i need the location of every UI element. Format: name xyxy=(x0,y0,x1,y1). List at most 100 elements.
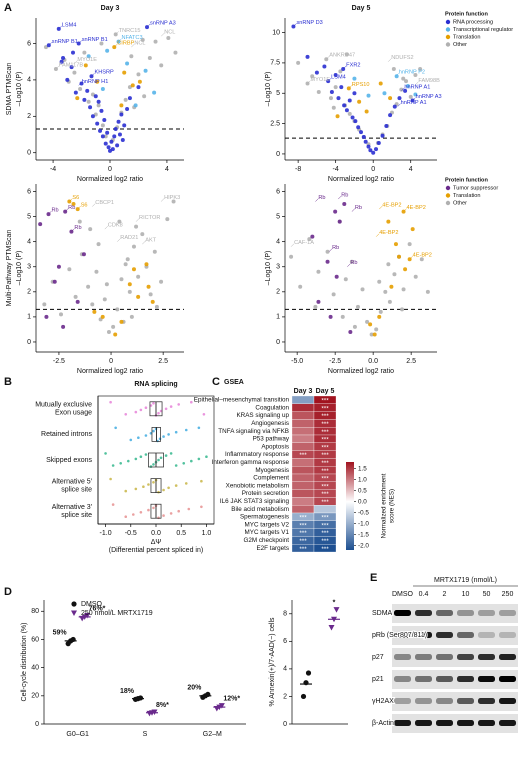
point xyxy=(174,464,178,467)
cell-label: *** xyxy=(321,421,329,428)
point xyxy=(106,329,111,334)
annotation: KHSRP xyxy=(95,70,115,76)
x-tick-label: 0.0 xyxy=(368,358,378,365)
annotation-leader xyxy=(412,97,416,101)
point xyxy=(197,426,201,430)
point xyxy=(408,94,413,99)
legend-label: Translation xyxy=(453,34,480,40)
row-label: Xenobiotic metabolism xyxy=(226,482,289,489)
point xyxy=(125,61,130,66)
band xyxy=(499,676,516,682)
point xyxy=(383,289,388,294)
point xyxy=(393,242,398,247)
point xyxy=(134,410,138,414)
lane-label: 10 xyxy=(462,591,470,598)
point xyxy=(366,93,371,98)
point xyxy=(331,616,337,623)
chart-title: MRTX1719 (nmol/L) xyxy=(434,577,497,584)
y-tick-label: 6 xyxy=(276,188,280,195)
x-tick-label: 0 xyxy=(108,166,112,173)
point xyxy=(116,119,121,124)
band xyxy=(415,676,432,682)
point xyxy=(136,72,141,77)
point xyxy=(42,302,47,307)
point xyxy=(418,66,423,71)
point xyxy=(100,314,105,319)
y-tick-label: 0 xyxy=(283,721,287,728)
cell-label: *** xyxy=(321,538,329,545)
point xyxy=(124,413,128,416)
band xyxy=(499,654,516,660)
point xyxy=(84,613,91,619)
band xyxy=(478,610,495,616)
band xyxy=(394,698,411,704)
y-tick-label: 4 xyxy=(27,77,31,84)
point xyxy=(77,219,82,224)
band xyxy=(436,654,453,660)
point xyxy=(338,69,343,74)
cell-label: *** xyxy=(321,437,329,444)
significance: * xyxy=(333,599,336,606)
point xyxy=(109,400,112,404)
point xyxy=(401,76,406,81)
point xyxy=(347,98,352,103)
blot-strip xyxy=(392,692,518,711)
heat-cell xyxy=(291,489,315,498)
annotation-leader xyxy=(78,82,82,86)
annotation-leader xyxy=(160,198,165,202)
annotation: 4E-BP2 xyxy=(382,203,401,209)
x-tick-label: 2.5 xyxy=(406,358,416,365)
point xyxy=(350,115,355,120)
colorbar-tick-label: 1.5 xyxy=(358,465,367,472)
y-tick-label: 1 xyxy=(27,314,31,321)
annotation-leader xyxy=(376,233,380,237)
annotation: S6 xyxy=(81,203,88,209)
point xyxy=(127,96,132,101)
point xyxy=(305,54,310,59)
point xyxy=(403,267,408,272)
point xyxy=(410,227,415,232)
point xyxy=(349,259,354,264)
band xyxy=(457,676,474,682)
legend-label: DMSO xyxy=(81,601,103,608)
y-axis-label: –Log10 (P) xyxy=(16,251,23,286)
annotation-leader xyxy=(146,23,151,28)
point xyxy=(122,70,127,75)
annotation-leader xyxy=(65,208,69,212)
point xyxy=(364,109,369,114)
point xyxy=(169,452,173,455)
annotation: HIPK3 xyxy=(164,195,180,201)
annotation-leader xyxy=(409,256,413,260)
band xyxy=(436,720,453,726)
annotation: S6 xyxy=(72,195,79,201)
heat-cell xyxy=(291,505,315,514)
x-axis-label: Normalized log2 ratio xyxy=(328,176,394,183)
point xyxy=(113,332,118,337)
annotation: Rb xyxy=(74,225,81,231)
point xyxy=(143,68,148,73)
point xyxy=(96,242,101,247)
point xyxy=(119,112,124,117)
point xyxy=(384,124,389,129)
point xyxy=(75,96,80,101)
point xyxy=(154,304,159,309)
point xyxy=(110,147,115,152)
x-tick-label: 0.0 xyxy=(151,530,161,537)
point xyxy=(184,482,188,485)
legend-title: Protein function xyxy=(445,11,488,17)
cell-label: *** xyxy=(299,515,307,522)
annotation: LSM4 xyxy=(331,75,346,81)
point xyxy=(397,96,402,101)
annotation-leader xyxy=(161,33,165,37)
point xyxy=(125,107,130,112)
point xyxy=(147,508,150,512)
point xyxy=(352,76,357,81)
point xyxy=(187,507,191,511)
annotation: FXR2 xyxy=(346,62,360,68)
point xyxy=(103,141,108,146)
point xyxy=(310,234,315,239)
point xyxy=(334,274,339,279)
annotation: CDK8 xyxy=(108,223,123,229)
y-tick-label: 2 xyxy=(283,693,287,700)
x-tick-label: -8 xyxy=(295,166,301,173)
